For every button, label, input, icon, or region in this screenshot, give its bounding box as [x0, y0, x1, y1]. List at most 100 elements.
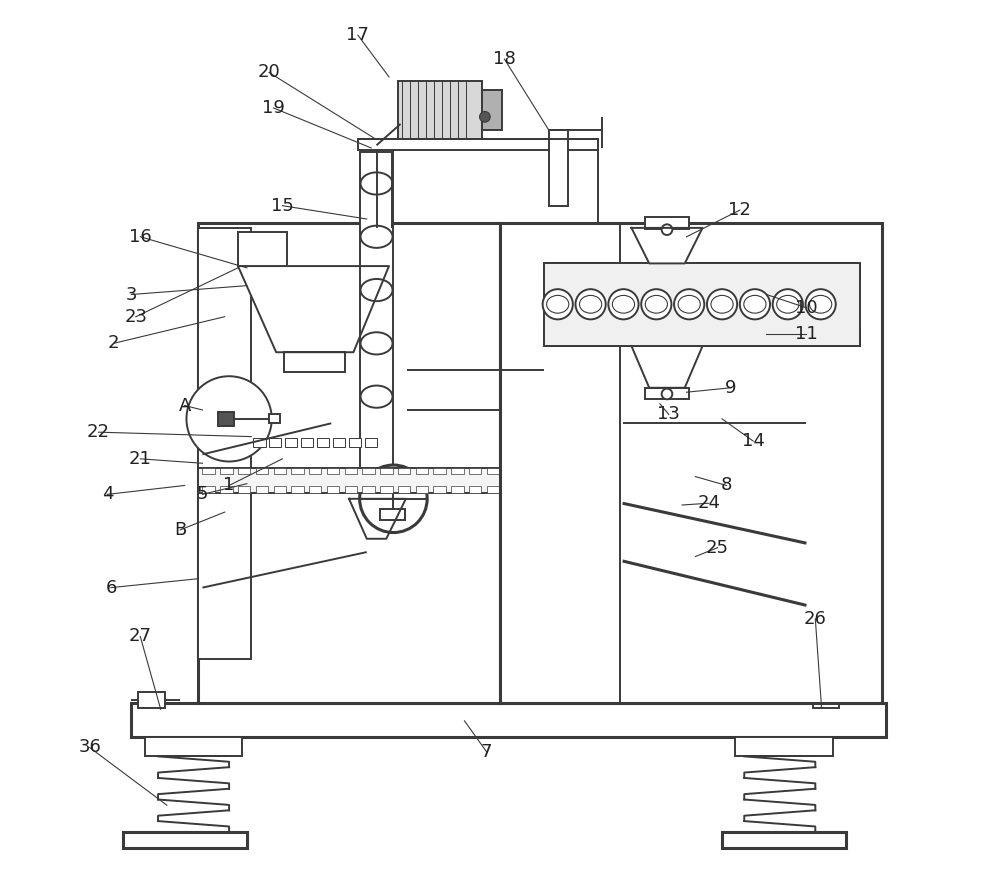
Text: 13: 13: [657, 405, 680, 423]
Bar: [593, 486, 606, 493]
Text: 10: 10: [795, 298, 818, 317]
Bar: [398, 486, 410, 493]
Bar: [504, 468, 517, 474]
Ellipse shape: [777, 296, 799, 313]
Bar: [482, 90, 502, 130]
Bar: [198, 468, 882, 493]
Bar: [317, 437, 329, 447]
Bar: [700, 468, 712, 474]
Bar: [789, 486, 801, 493]
Bar: [842, 486, 854, 493]
Bar: [362, 486, 375, 493]
Bar: [806, 468, 819, 474]
Bar: [860, 486, 872, 493]
Bar: [645, 217, 689, 229]
Bar: [285, 437, 297, 447]
Bar: [664, 486, 677, 493]
Bar: [218, 412, 234, 426]
Polygon shape: [238, 266, 389, 352]
Text: 25: 25: [706, 539, 729, 557]
Text: 27: 27: [129, 627, 152, 645]
Text: 7: 7: [481, 743, 492, 761]
Text: 5: 5: [197, 486, 208, 503]
Bar: [806, 486, 819, 493]
Circle shape: [662, 388, 672, 399]
Ellipse shape: [612, 296, 635, 313]
Bar: [487, 468, 499, 474]
Bar: [416, 468, 428, 474]
Bar: [256, 486, 268, 493]
Bar: [504, 486, 517, 493]
Bar: [718, 468, 730, 474]
Ellipse shape: [361, 386, 393, 408]
Bar: [220, 486, 233, 493]
Bar: [789, 468, 801, 474]
Bar: [824, 486, 837, 493]
Ellipse shape: [744, 296, 766, 313]
Bar: [593, 468, 606, 474]
Polygon shape: [349, 499, 406, 539]
Bar: [269, 437, 281, 447]
Bar: [718, 486, 730, 493]
Bar: [544, 330, 860, 346]
Bar: [327, 486, 339, 493]
Text: 3: 3: [126, 285, 137, 304]
Text: 9: 9: [725, 379, 737, 396]
Bar: [540, 468, 552, 474]
Bar: [842, 468, 854, 474]
Bar: [416, 486, 428, 493]
Bar: [198, 224, 500, 703]
Bar: [345, 486, 357, 493]
Circle shape: [480, 111, 490, 122]
Bar: [645, 388, 689, 399]
Circle shape: [575, 290, 606, 319]
Bar: [771, 486, 783, 493]
Bar: [753, 468, 766, 474]
Bar: [611, 486, 623, 493]
Ellipse shape: [579, 296, 602, 313]
Bar: [345, 468, 357, 474]
Bar: [629, 486, 641, 493]
Bar: [269, 414, 280, 423]
Bar: [253, 437, 266, 447]
Bar: [202, 468, 215, 474]
Text: 16: 16: [129, 228, 152, 246]
Text: 1: 1: [223, 477, 235, 495]
Text: B: B: [174, 521, 186, 539]
Bar: [256, 468, 268, 474]
Bar: [349, 437, 361, 447]
Circle shape: [543, 290, 573, 319]
Bar: [549, 130, 568, 206]
Circle shape: [186, 376, 272, 462]
Ellipse shape: [361, 332, 393, 355]
Bar: [309, 468, 321, 474]
Bar: [522, 486, 535, 493]
Text: 11: 11: [795, 325, 818, 343]
Bar: [522, 468, 535, 474]
Bar: [469, 468, 481, 474]
Bar: [123, 832, 247, 848]
Bar: [860, 468, 872, 474]
Bar: [813, 692, 839, 707]
Bar: [198, 228, 251, 658]
Bar: [360, 152, 393, 499]
Text: 14: 14: [742, 432, 765, 450]
Bar: [433, 486, 446, 493]
Circle shape: [360, 465, 427, 533]
Ellipse shape: [361, 225, 393, 248]
Bar: [309, 486, 321, 493]
Text: 4: 4: [102, 486, 113, 503]
Bar: [451, 486, 464, 493]
Bar: [398, 81, 482, 139]
Text: 6: 6: [105, 578, 117, 597]
Text: 17: 17: [346, 26, 369, 45]
Bar: [575, 486, 588, 493]
Bar: [380, 468, 393, 474]
Ellipse shape: [361, 279, 393, 301]
Text: 22: 22: [87, 423, 110, 441]
Polygon shape: [631, 228, 703, 264]
Bar: [380, 510, 405, 520]
Text: 12: 12: [728, 201, 751, 219]
Ellipse shape: [547, 296, 569, 313]
Text: 19: 19: [262, 99, 285, 117]
